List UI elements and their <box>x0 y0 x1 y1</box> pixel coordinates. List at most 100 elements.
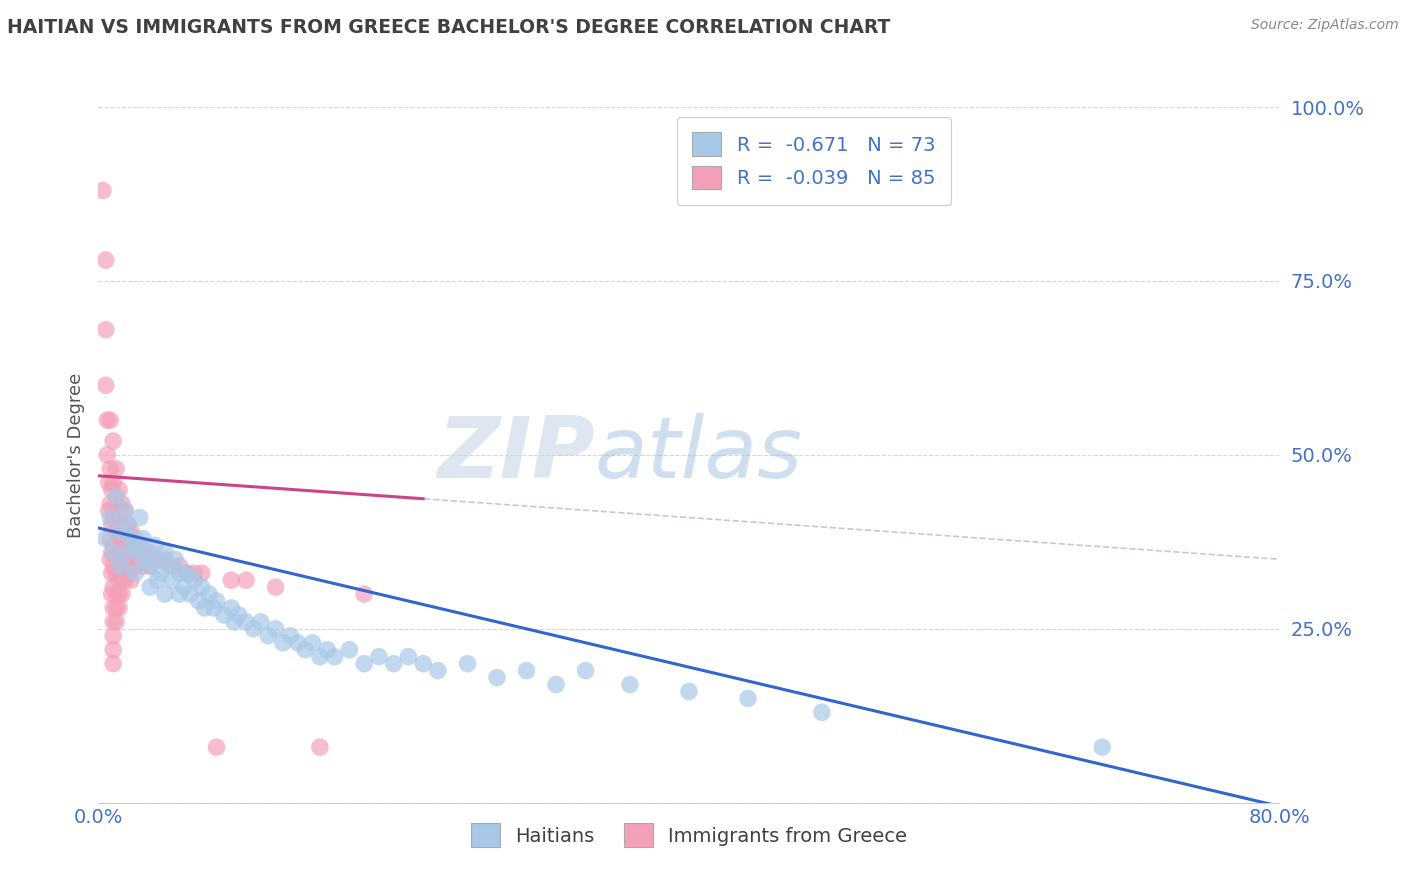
Point <box>212 607 235 622</box>
Point <box>114 503 136 517</box>
Point <box>124 545 146 559</box>
Point <box>117 566 139 581</box>
Point <box>108 532 131 546</box>
Point <box>153 587 176 601</box>
Point <box>235 573 257 587</box>
Point <box>114 573 136 587</box>
Point <box>105 490 128 504</box>
Point <box>100 545 122 559</box>
Text: HAITIAN VS IMMIGRANTS FROM GREECE BACHELOR'S DEGREE CORRELATION CHART: HAITIAN VS IMMIGRANTS FROM GREECE BACHEL… <box>7 18 890 37</box>
Point <box>105 497 128 511</box>
Point <box>117 552 139 566</box>
Point <box>149 566 172 581</box>
Point <box>108 573 131 587</box>
Point <box>105 587 128 601</box>
Point <box>301 636 323 650</box>
Point <box>111 517 134 532</box>
Point <box>183 566 205 581</box>
Point <box>103 601 125 615</box>
Point <box>169 559 191 574</box>
Point <box>111 538 134 552</box>
Point <box>100 483 122 497</box>
Point <box>117 545 139 559</box>
Point <box>128 552 150 566</box>
Point <box>544 677 567 691</box>
Point <box>98 413 121 427</box>
Point <box>124 566 146 581</box>
Point <box>162 559 183 574</box>
Point <box>97 503 120 517</box>
Point <box>103 559 125 574</box>
Point <box>353 587 375 601</box>
Point <box>205 740 228 755</box>
Point <box>191 566 214 581</box>
Point <box>111 559 134 574</box>
Point <box>194 601 217 615</box>
Point <box>132 545 155 559</box>
Point <box>110 524 132 539</box>
Text: atlas: atlas <box>595 413 803 497</box>
Point <box>737 691 759 706</box>
Point <box>110 559 132 574</box>
Point <box>191 580 214 594</box>
Point <box>98 497 121 511</box>
Point <box>94 253 117 268</box>
Point <box>515 664 537 678</box>
Point <box>242 622 264 636</box>
Point <box>114 524 136 539</box>
Point <box>98 532 121 546</box>
Point <box>257 629 280 643</box>
Point <box>105 601 128 615</box>
Point <box>100 587 122 601</box>
Point <box>128 510 150 524</box>
Point <box>183 573 205 587</box>
Point <box>153 552 176 566</box>
Point <box>132 552 155 566</box>
Point <box>278 629 302 643</box>
Point <box>135 545 157 559</box>
Point <box>264 622 287 636</box>
Point <box>287 636 309 650</box>
Point <box>264 580 287 594</box>
Point <box>105 545 128 559</box>
Y-axis label: Bachelor's Degree: Bachelor's Degree <box>66 372 84 538</box>
Point <box>574 664 596 678</box>
Point <box>114 503 136 517</box>
Point <box>146 552 169 566</box>
Point <box>132 532 155 546</box>
Point <box>100 566 122 581</box>
Point <box>120 545 142 559</box>
Point <box>103 475 125 490</box>
Point <box>224 615 246 629</box>
Point <box>316 642 339 657</box>
Point <box>103 657 125 671</box>
Point <box>219 573 242 587</box>
Point <box>108 587 131 601</box>
Point <box>176 566 198 581</box>
Point <box>169 587 191 601</box>
Point <box>108 483 131 497</box>
Point <box>103 510 125 524</box>
Point <box>105 462 128 476</box>
Point <box>271 636 294 650</box>
Point <box>427 664 450 678</box>
Point <box>202 601 225 615</box>
Point <box>139 559 162 574</box>
Point <box>157 559 180 574</box>
Point <box>309 740 332 755</box>
Point <box>153 545 176 559</box>
Point <box>94 532 117 546</box>
Point <box>114 545 136 559</box>
Point <box>124 559 146 574</box>
Point <box>98 552 121 566</box>
Point <box>235 615 257 629</box>
Point <box>179 587 201 601</box>
Point <box>162 573 183 587</box>
Point <box>412 657 434 671</box>
Point <box>486 671 509 685</box>
Point <box>103 642 125 657</box>
Point <box>96 448 118 462</box>
Point <box>165 552 187 566</box>
Point <box>103 538 125 552</box>
Point <box>120 532 142 546</box>
